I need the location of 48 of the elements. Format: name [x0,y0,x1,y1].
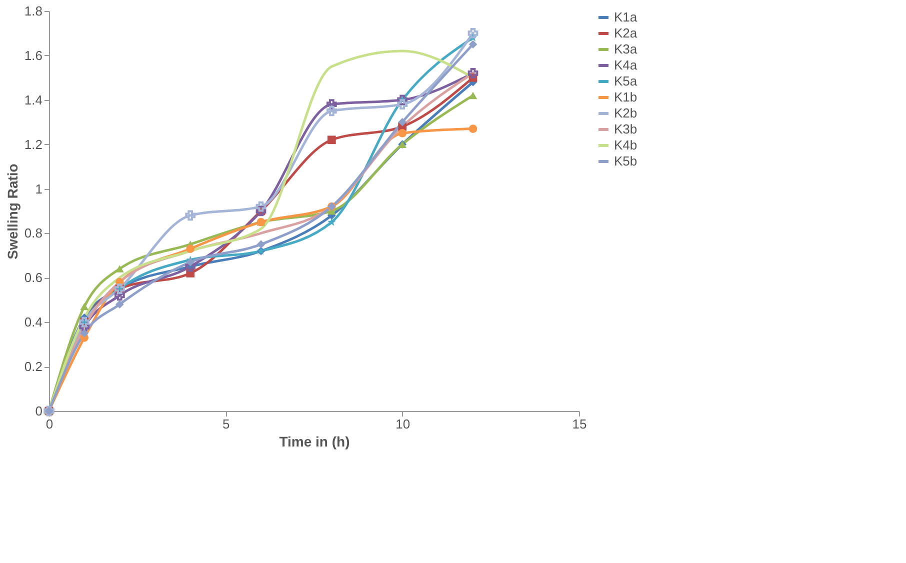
legend-label: K1b [614,90,638,104]
y-tick-label: 0.2 [24,359,42,374]
y-tick-label: 1.2 [24,136,42,152]
x-tick-label: 10 [396,416,410,432]
point [468,92,478,100]
point [256,201,266,212]
point [397,99,408,110]
y-tick-label: 0.4 [24,314,42,330]
point [80,329,89,338]
x-tick-label: 5 [222,416,230,432]
point [468,28,478,38]
legend-label: K1a [614,10,638,24]
legend-label: K2b [614,106,638,120]
legend-label: K4b [614,138,638,152]
y-tick-label: 0.6 [24,270,42,286]
point [326,106,337,116]
point [468,40,478,49]
y-tick-label: 0.8 [24,226,42,241]
x-tick-label: 15 [572,416,587,432]
legend-label: K5b [614,154,638,168]
point [185,210,196,221]
point [468,68,478,78]
y-tick-label: 1 [35,181,42,196]
legend-label: K4a [614,58,638,72]
point [115,300,124,309]
y-axis-title: Swelling Ratio [4,164,20,260]
point [326,99,337,110]
x-axis-title: Time in (h) [279,434,350,450]
point [327,136,336,144]
point [468,124,478,133]
legend-label: K3a [614,42,638,56]
y-tick-label: 1.4 [24,92,42,108]
legend-label: K2a [614,26,638,40]
x-tick-label: 0 [46,416,54,432]
point [186,244,195,253]
point [256,240,266,249]
point [79,321,90,332]
point [327,218,336,226]
y-tick-label: 1.8 [24,4,42,18]
point [398,118,407,126]
y-tick-label: 1.6 [24,48,42,63]
point [398,129,407,138]
point [186,258,195,266]
legend-label: K5a [614,74,638,88]
legend-label: K3b [614,122,638,136]
point [80,302,89,310]
y-tick-label: 0 [35,404,42,418]
point [114,290,125,301]
